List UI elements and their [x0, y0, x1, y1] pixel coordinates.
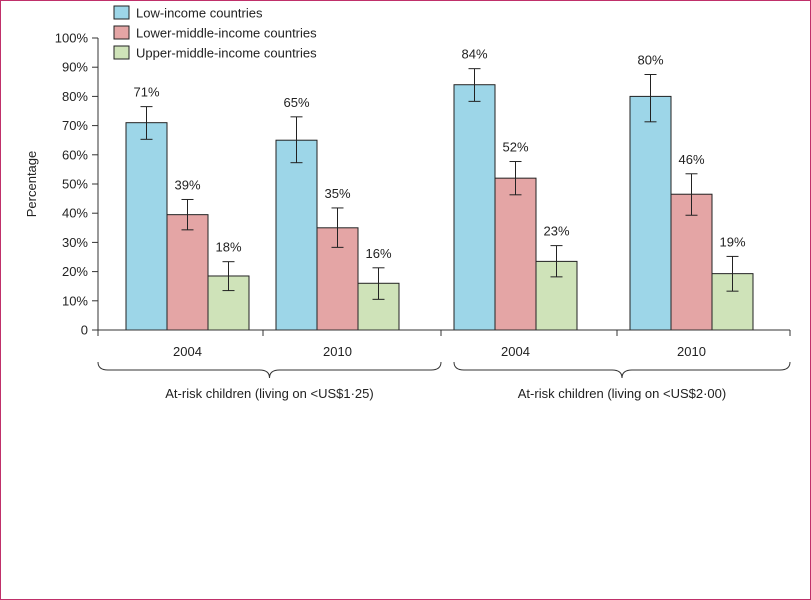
data-label: 46%	[678, 152, 704, 167]
legend-label: Low-income countries	[136, 6, 263, 21]
bar	[494, 177, 537, 331]
legend-swatch	[113, 45, 130, 60]
data-label: 35%	[324, 186, 350, 201]
legend-swatch	[113, 5, 130, 20]
data-label: 84%	[461, 47, 487, 62]
data-label: 65%	[283, 95, 309, 110]
y-axis-label: Percentage	[24, 151, 39, 218]
legend-swatch	[113, 25, 130, 40]
y-tick-label: 80%	[62, 89, 88, 104]
y-tick-label: 10%	[62, 293, 88, 308]
group-label: At-risk children (living on <US$1·25)	[165, 386, 373, 401]
y-tick-label: 20%	[62, 264, 88, 279]
bar	[166, 214, 209, 331]
data-label: 52%	[502, 140, 528, 155]
legend-label: Upper-middle-income countries	[136, 46, 317, 61]
data-label: 39%	[174, 177, 200, 192]
y-tick-label: 40%	[62, 206, 88, 221]
data-label: 19%	[719, 234, 745, 249]
data-label: 16%	[365, 246, 391, 261]
y-tick-label: 90%	[62, 60, 88, 75]
y-tick-label: 30%	[62, 235, 88, 250]
group-label: At-risk children (living on <US$2·00)	[518, 386, 726, 401]
y-tick-label: 70%	[62, 118, 88, 133]
data-label: 80%	[637, 53, 663, 68]
x-category-label: 2010	[323, 344, 352, 359]
y-tick-label: 50%	[62, 177, 88, 192]
data-label: 18%	[215, 240, 241, 255]
bar	[125, 122, 168, 331]
y-tick-label: 100%	[55, 31, 89, 46]
bar	[207, 275, 250, 331]
x-category-label: 2010	[677, 344, 706, 359]
group-brace	[453, 361, 791, 379]
bar	[629, 95, 672, 331]
bar	[453, 84, 496, 331]
y-tick-label: 60%	[62, 147, 88, 162]
x-category-label: 2004	[173, 344, 202, 359]
x-category-label: 2004	[501, 344, 530, 359]
data-label: 23%	[543, 224, 569, 239]
y-tick-label: 0	[81, 323, 88, 338]
data-label: 71%	[133, 85, 159, 100]
legend-label: Lower-middle-income countries	[136, 26, 317, 41]
group-brace	[97, 361, 442, 379]
bar	[275, 139, 318, 331]
